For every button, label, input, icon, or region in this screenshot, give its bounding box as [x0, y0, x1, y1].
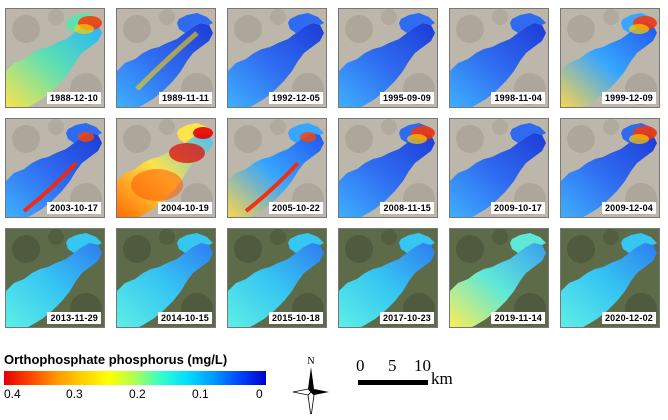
map-panel: 2017-10-23: [338, 228, 438, 328]
map-image: [339, 9, 437, 107]
map-panel: 1992-12-05: [227, 8, 327, 108]
map-panel: 2009-12-04: [560, 118, 660, 218]
panel-date: 2017-10-23: [379, 312, 434, 324]
colorbar-label-3: 0.1: [192, 387, 209, 401]
map-image: [228, 119, 326, 217]
colorbar-label-1: 0.3: [66, 387, 83, 401]
map-panel: 2014-10-15: [116, 228, 216, 328]
map-image: [561, 9, 659, 107]
panel-date: 1999-12-09: [601, 92, 656, 104]
map-panel: 2004-10-19: [116, 118, 216, 218]
panel-date: 1992-12-05: [268, 92, 323, 104]
map-panel: 1989-11-11: [116, 8, 216, 108]
map-panel: 2003-10-17: [5, 118, 105, 218]
colorbar-label-4: 0: [256, 387, 263, 401]
panel-date: 2009-10-17: [490, 202, 545, 214]
legend-title: Orthophosphate phosphorus (mg/L): [4, 352, 228, 367]
scale-tick-labels: 0 5 10: [356, 356, 466, 376]
scale-unit: km: [431, 369, 453, 388]
map-image: [450, 9, 548, 107]
map-panel: 2005-10-22: [227, 118, 327, 218]
map-image: [117, 9, 215, 107]
map-panel: 2019-11-14: [449, 228, 549, 328]
map-image: [6, 9, 104, 107]
colorbar-label-2: 0.2: [129, 387, 146, 401]
map-panel: 2015-10-18: [227, 228, 327, 328]
north-letter: N: [307, 356, 314, 367]
map-image: [450, 119, 548, 217]
scale-bar: [358, 380, 428, 385]
map-image: [228, 9, 326, 107]
panel-date: 2005-10-22: [268, 202, 323, 214]
map-panel: 1988-12-10: [5, 8, 105, 108]
map-panel: 2008-11-15: [338, 118, 438, 218]
panel-date: 1995-09-09: [379, 92, 434, 104]
scale-tick-0: 0: [356, 356, 365, 375]
scale-tick-10: 10: [414, 356, 431, 375]
map-panel: 2020-12-02: [560, 228, 660, 328]
map-panel: 2013-11-29: [5, 228, 105, 328]
scale-tick-5: 5: [388, 356, 397, 375]
colorbar-label-0: 0.4: [4, 387, 21, 401]
map-image: [117, 229, 215, 327]
map-panel: 1995-09-09: [338, 8, 438, 108]
panel-date: 2014-10-15: [157, 312, 212, 324]
map-panel-grid: 1988-12-10 1989-11-11 1992-12-05 1995-09-09…: [5, 8, 660, 328]
panel-date: 2015-10-18: [268, 312, 323, 324]
map-image: [6, 119, 104, 217]
panel-date: 2009-12-04: [601, 202, 656, 214]
panel-date: 1988-12-10: [46, 92, 101, 104]
panel-date: 2019-11-14: [491, 312, 545, 324]
panel-date: 2004-10-19: [157, 202, 212, 214]
panel-date: 2020-12-02: [601, 312, 656, 324]
colorbar: [4, 371, 266, 385]
north-arrow-icon: N: [291, 354, 331, 418]
panel-date: 1989-11-11: [158, 92, 212, 104]
map-panel: 2009-10-17: [449, 118, 549, 218]
map-image: [561, 229, 659, 327]
map-image: [117, 119, 215, 217]
panel-date: 2008-11-15: [380, 202, 434, 214]
panel-date: 1998-11-04: [491, 92, 545, 104]
map-panel: 1998-11-04: [449, 8, 549, 108]
panel-date: 2003-10-17: [46, 202, 101, 214]
panel-date: 2013-11-29: [47, 312, 101, 324]
map-panel: 1999-12-09: [560, 8, 660, 108]
map-image: [339, 119, 437, 217]
